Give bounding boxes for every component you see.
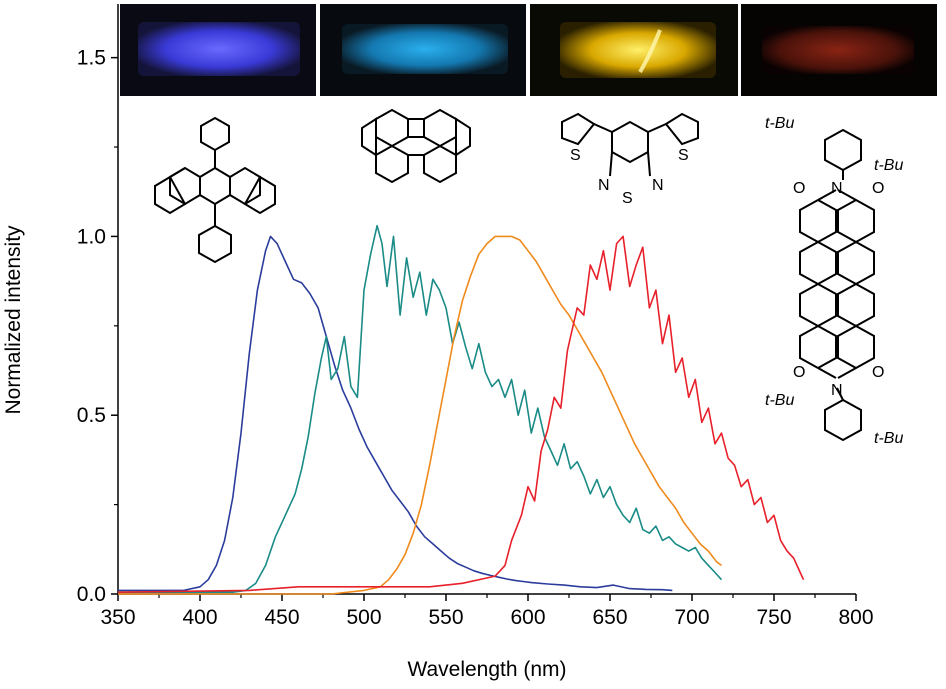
perylene-structure — [361, 108, 471, 184]
pdi-o-1: O — [793, 180, 805, 197]
y-axis-label: Normalized intensity — [2, 225, 25, 415]
x-tick-label: 450 — [264, 606, 299, 629]
pdi-n-2: N — [831, 382, 843, 399]
dpa-structure — [154, 116, 276, 264]
btd-s-center: S — [622, 190, 633, 207]
x-tick-label: 350 — [100, 606, 135, 629]
pdi-tbu-3: t-Bu — [765, 392, 794, 409]
pdi-tbu-1: t-Bu — [765, 115, 794, 132]
x-tick-label: 600 — [510, 606, 545, 629]
x-tick-label: 650 — [592, 606, 627, 629]
y-ticks: 0.0 0.5 1.0 1.5 — [77, 47, 118, 606]
x-tick-label: 400 — [182, 606, 217, 629]
emission-photos — [120, 4, 937, 96]
x-axis-label: Wavelength (nm) — [407, 658, 566, 681]
pdi-n-1: N — [831, 180, 843, 197]
btd-s-left: S — [570, 147, 581, 164]
x-tick-label: 800 — [838, 606, 873, 629]
x-ticks: 350 400 450 500 550 600 650 700 750 800 — [100, 594, 874, 629]
pdi-tbu-4: t-Bu — [874, 430, 903, 447]
btd-n-left: N — [598, 177, 610, 194]
y-tick-label: 0.0 — [77, 583, 106, 606]
btd-structure: S S N N S — [561, 112, 699, 207]
x-tick-label: 700 — [674, 606, 709, 629]
pdi-o-4: O — [872, 364, 884, 381]
x-tick-label: 550 — [428, 606, 463, 629]
y-tick-label: 0.5 — [77, 404, 106, 427]
series-line-1 — [118, 235, 673, 592]
pdi-structure: t-Bu t-Bu O N O O N O t-Bu t-Bu — [765, 115, 903, 447]
pdi-o-3: O — [793, 364, 805, 381]
plot-series — [117, 224, 805, 595]
pdi-o-2: O — [872, 180, 884, 197]
x-tick-label: 500 — [346, 606, 381, 629]
y-tick-label: 1.0 — [77, 225, 106, 248]
x-tick-label: 750 — [756, 606, 791, 629]
btd-s-right: S — [678, 147, 689, 164]
btd-n-right: N — [652, 177, 664, 194]
series-line-3 — [118, 235, 722, 595]
series-line-4 — [117, 235, 805, 593]
series-line-2 — [118, 224, 723, 594]
pdi-tbu-2: t-Bu — [874, 157, 903, 174]
y-tick-label: 1.5 — [77, 47, 106, 70]
